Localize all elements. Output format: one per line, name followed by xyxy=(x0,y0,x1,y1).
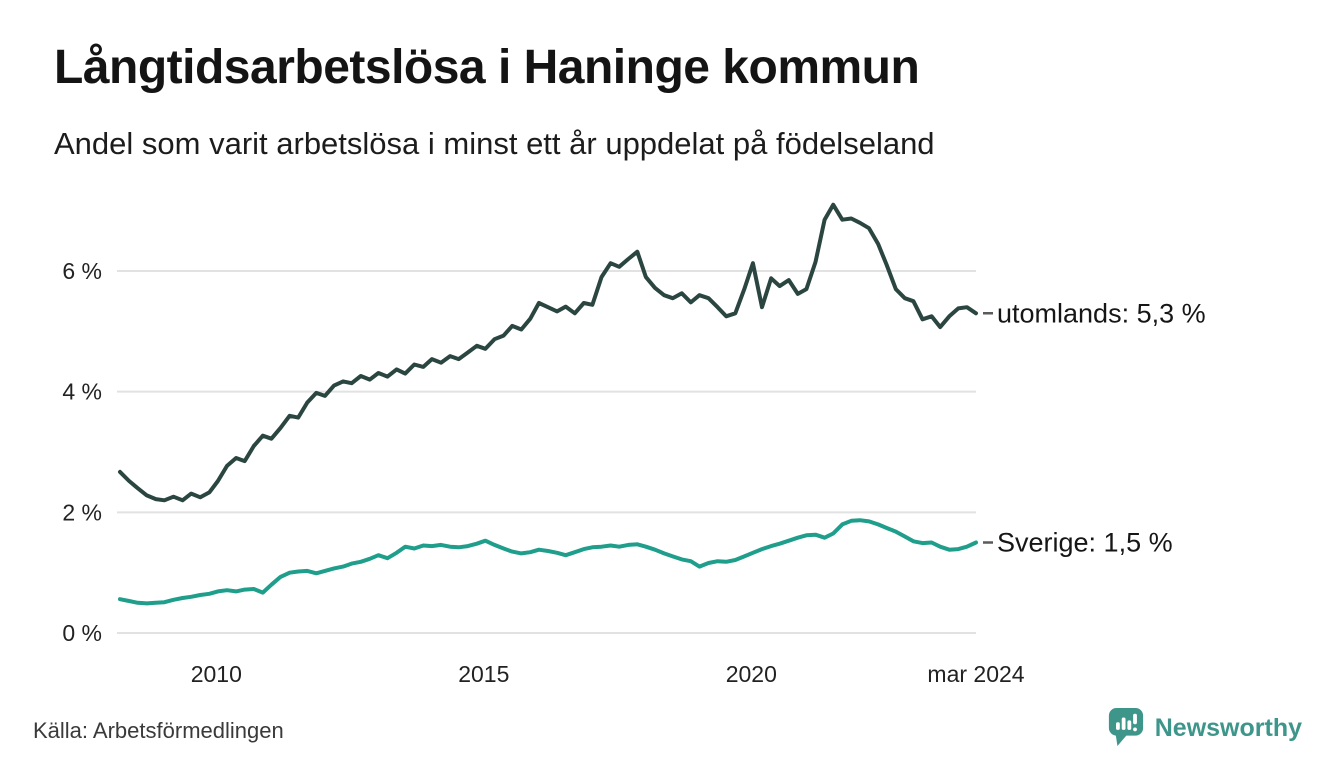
x-tick-label: 2015 xyxy=(458,661,509,687)
series-line-Sverige xyxy=(118,518,978,606)
y-tick-label: 0 % xyxy=(62,620,102,646)
series-line-utomlands xyxy=(118,202,978,503)
chart-title: Långtidsarbetslösa i Haninge kommun xyxy=(54,41,920,94)
x-tick-label: 2020 xyxy=(726,661,777,687)
newsworthy-logo: Newsworthy xyxy=(1107,706,1302,750)
brand-name: Newsworthy xyxy=(1154,713,1302,742)
x-tick-label: 2010 xyxy=(191,661,242,687)
y-tick-label: 4 % xyxy=(62,379,102,405)
chart-subtitle: Andel som varit arbetslösa i minst ett å… xyxy=(54,126,935,161)
x-tick-label: mar 2024 xyxy=(927,661,1024,687)
source-note: Källa: Arbetsförmedlingen xyxy=(33,718,284,743)
y-tick-label: 6 % xyxy=(62,258,102,284)
newsworthy-bubble-chart-icon xyxy=(1108,708,1143,747)
y-tick-label: 2 % xyxy=(62,499,102,525)
series-end-label-Sverige: Sverige: 1,5 % xyxy=(997,528,1173,558)
series-end-label-utomlands: utomlands: 5,3 % xyxy=(997,298,1206,328)
